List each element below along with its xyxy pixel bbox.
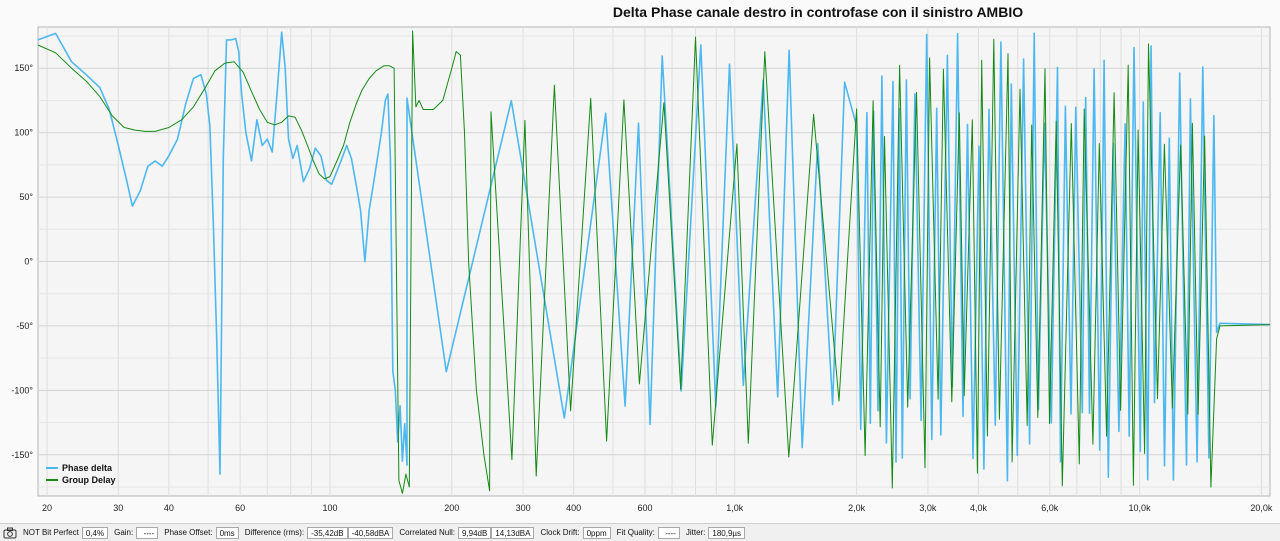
x-tick-label: 6,0k [1041, 503, 1059, 513]
x-tick-label: 600 [637, 503, 652, 513]
y-tick-label: 150° [14, 63, 33, 73]
y-tick-label: 100° [14, 128, 33, 138]
x-tick-label: 2,0k [848, 503, 866, 513]
legend: Phase delta Group Delay [46, 463, 116, 485]
y-tick-label: -50° [16, 321, 33, 331]
fit-quality-value: ---- [657, 526, 680, 539]
x-tick-label: 20,0k [1250, 503, 1273, 513]
y-tick-label: 0° [24, 257, 33, 267]
camera-icon[interactable] [3, 527, 17, 539]
phase-chart: 20 30 40 60 100 200 300 400 600 1,0k 2,0k 3,0k 4,0k 6… [11, 4, 1273, 513]
x-tick-label: 20 [42, 503, 52, 513]
fit-quality-label: Fit Quality: [616, 528, 655, 537]
jitter-label: Jitter: [685, 528, 706, 537]
series-layer [37, 30, 1271, 494]
x-tick-label: 100 [322, 503, 337, 513]
phase-offset-value: 0ms [215, 526, 239, 539]
y-tick-label: 50° [19, 192, 33, 202]
bit-perfect-label: NOT Bit Perfect [23, 528, 79, 537]
clock-drift-value: 0ppm [582, 526, 611, 539]
x-tick-label: 30 [113, 503, 123, 513]
bit-perfect-value: 0,4% [81, 526, 109, 539]
x-tick-label: 3,0k [919, 503, 937, 513]
x-tick-label: 300 [516, 503, 531, 513]
correlated-null-label: Correlated Null: [399, 528, 455, 537]
x-tick-label: 10,0k [1129, 503, 1152, 513]
chart-area: 20 30 40 60 100 200 300 400 600 1,0k 2,0k 3,0k 4,0k 6… [11, 4, 1273, 513]
difference-value-dba: -40,58dBA [347, 526, 394, 539]
phase-offset-label: Phase Offset: [164, 528, 213, 537]
gain-label: Gain: [114, 528, 134, 537]
x-tick-label: 200 [444, 503, 459, 513]
correlated-null-dba: 14,13dBA [491, 526, 535, 539]
gain-value: ---- [136, 526, 159, 539]
status-bar: NOT Bit Perfect 0,4% Gain: ---- Phase Of… [0, 523, 1280, 541]
correlated-null-db: 9,94dB [457, 526, 492, 539]
clock-drift-label: Clock Drift: [540, 528, 580, 537]
y-tick-label: -100° [11, 385, 33, 395]
jitter-value: 180,9µs [708, 526, 746, 539]
x-tick-label: 60 [235, 503, 245, 513]
chart-title: Delta Phase canale destro in controfase … [613, 4, 1023, 20]
legend-label-phase-delta: Phase delta [62, 463, 113, 473]
tick-labels: 20 30 40 60 100 200 300 400 600 1,0k 2,0k 3,0k 4,0k 6… [11, 63, 1273, 513]
x-tick-label: 4,0k [970, 503, 988, 513]
difference-label: Difference (rms): [244, 528, 305, 537]
difference-value-db: -35,42dB [307, 526, 348, 539]
legend-label-group-delay: Group Delay [62, 475, 116, 485]
x-tick-label: 1,0k [726, 503, 744, 513]
y-tick-label: -150° [11, 450, 33, 460]
x-tick-label: 400 [566, 503, 581, 513]
x-tick-label: 40 [164, 503, 174, 513]
series-line-group-delay [37, 30, 1271, 494]
